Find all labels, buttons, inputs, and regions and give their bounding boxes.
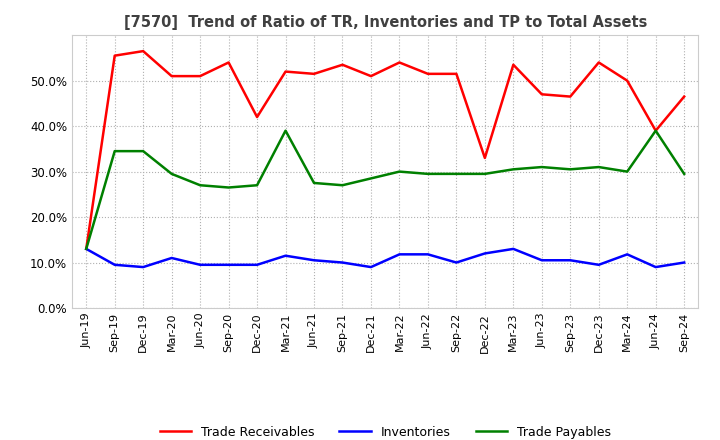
Trade Receivables (566, 94, 575, 99)
Inventories (225, 262, 233, 268)
Inventories (595, 262, 603, 268)
Trade Receivables (537, 92, 546, 97)
Trade Payables (139, 149, 148, 154)
Trade Payables (566, 167, 575, 172)
Trade Receivables (423, 71, 432, 77)
Inventories (110, 262, 119, 268)
Trade Payables (82, 246, 91, 252)
Trade Receivables (253, 114, 261, 120)
Trade Receivables (366, 73, 375, 79)
Trade Payables (595, 165, 603, 170)
Trade Receivables (623, 78, 631, 83)
Inventories (395, 252, 404, 257)
Inventories (623, 252, 631, 257)
Trade Payables (253, 183, 261, 188)
Inventories (338, 260, 347, 265)
Trade Receivables (680, 94, 688, 99)
Inventories (537, 258, 546, 263)
Trade Payables (623, 169, 631, 174)
Inventories (253, 262, 261, 268)
Trade Receivables (82, 246, 91, 252)
Line: Inventories: Inventories (86, 249, 684, 267)
Trade Receivables (395, 60, 404, 65)
Trade Receivables (110, 53, 119, 58)
Inventories (310, 258, 318, 263)
Trade Payables (110, 149, 119, 154)
Trade Receivables (167, 73, 176, 79)
Trade Payables (338, 183, 347, 188)
Trade Payables (225, 185, 233, 190)
Trade Payables (509, 167, 518, 172)
Inventories (652, 264, 660, 270)
Line: Trade Receivables: Trade Receivables (86, 51, 684, 249)
Trade Payables (366, 176, 375, 181)
Inventories (480, 251, 489, 256)
Trade Receivables (452, 71, 461, 77)
Trade Receivables (480, 155, 489, 161)
Inventories (82, 246, 91, 252)
Inventories (366, 264, 375, 270)
Inventories (423, 252, 432, 257)
Trade Receivables (652, 128, 660, 133)
Legend: Trade Receivables, Inventories, Trade Payables: Trade Receivables, Inventories, Trade Pa… (155, 421, 616, 440)
Trade Payables (196, 183, 204, 188)
Inventories (452, 260, 461, 265)
Trade Payables (652, 128, 660, 133)
Trade Receivables (338, 62, 347, 67)
Trade Payables (452, 171, 461, 176)
Trade Payables (680, 171, 688, 176)
Inventories (509, 246, 518, 252)
Trade Receivables (310, 71, 318, 77)
Inventories (167, 255, 176, 260)
Inventories (566, 258, 575, 263)
Trade Payables (310, 180, 318, 186)
Trade Receivables (139, 48, 148, 54)
Trade Payables (537, 165, 546, 170)
Trade Receivables (282, 69, 290, 74)
Inventories (680, 260, 688, 265)
Inventories (196, 262, 204, 268)
Trade Payables (480, 171, 489, 176)
Trade Receivables (196, 73, 204, 79)
Trade Payables (423, 171, 432, 176)
Trade Payables (167, 171, 176, 176)
Line: Trade Payables: Trade Payables (86, 131, 684, 249)
Inventories (282, 253, 290, 258)
Trade Payables (282, 128, 290, 133)
Title: [7570]  Trend of Ratio of TR, Inventories and TP to Total Assets: [7570] Trend of Ratio of TR, Inventories… (124, 15, 647, 30)
Inventories (139, 264, 148, 270)
Trade Receivables (595, 60, 603, 65)
Trade Payables (395, 169, 404, 174)
Trade Receivables (225, 60, 233, 65)
Trade Receivables (509, 62, 518, 67)
